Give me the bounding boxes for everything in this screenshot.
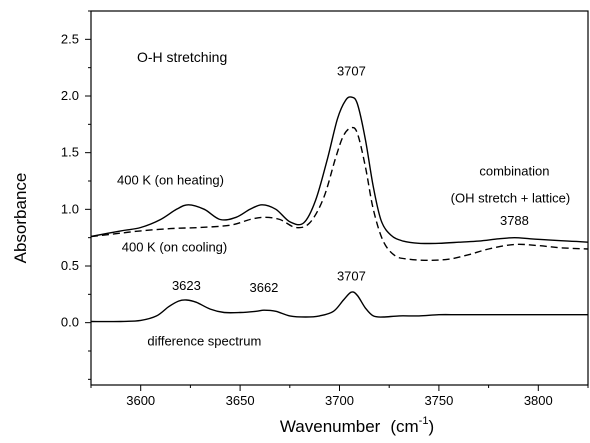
y-tick-label: 0.5 (61, 258, 79, 273)
x-axis-title: Wavenumber (cm-1) (280, 415, 434, 436)
axes: 3600 3650 3700 3750 3800 0.0 0.5 1.0 1.5 2.0 2.5 (61, 10, 589, 408)
x-axis-title-unit-exponent: -1 (419, 415, 429, 427)
label-3788: 3788 (500, 213, 529, 228)
y-tick-label: 0.0 (61, 315, 79, 330)
y-tick-label: 1.5 (61, 145, 79, 160)
x-tick-label: 3750 (424, 393, 453, 408)
label-difference: difference spectrum (147, 333, 261, 348)
annotations: 400 K (on heating) 400 K (on cooling) 3707… (117, 64, 570, 349)
x-axis-title-name: Wavenumber (280, 417, 381, 436)
series-difference-spectrum (90, 291, 588, 323)
series-400-k-on-heating (90, 96, 589, 245)
label-3623: 3623 (172, 278, 201, 293)
x-tick-label: 3600 (126, 393, 155, 408)
x-tick-label: 3800 (524, 393, 553, 408)
series-layer (90, 96, 589, 323)
label-3662: 3662 (249, 280, 278, 295)
x-axis-title-unit: (cm (390, 417, 418, 436)
label-combination-2: (OH stretch + lattice) (451, 191, 571, 206)
y-tick-label: 2.5 (61, 31, 79, 46)
x-tick-label: 3700 (325, 393, 354, 408)
y-tick-label: 1.0 (61, 201, 79, 216)
x-axis-title-unit-close: ) (428, 417, 434, 436)
label-heating: 400 K (on heating) (117, 172, 224, 187)
y-tick-label: 2.0 (61, 88, 79, 103)
label-combination-1: combination (479, 163, 549, 178)
label-3707-bottom: 3707 (337, 269, 366, 284)
y-axis-title: Absorbance (11, 173, 30, 264)
label-3707-top: 3707 (337, 64, 366, 79)
x-tick-label: 3650 (226, 393, 255, 408)
label-cooling: 400 K (on cooling) (122, 239, 228, 254)
chart-title: O-H stretching (137, 49, 227, 65)
